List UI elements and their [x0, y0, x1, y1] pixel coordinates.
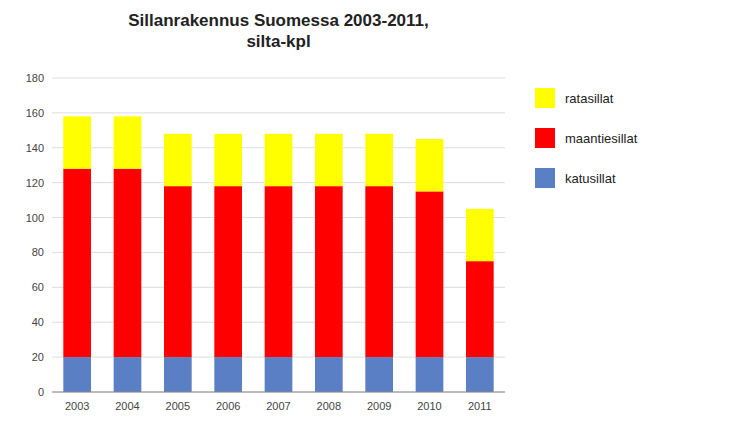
x-axis-line — [52, 392, 505, 393]
legend: ratasillat maantiesillat katusillat — [535, 88, 638, 188]
bar-segment — [265, 134, 293, 186]
y-tick-label: 160 — [26, 107, 44, 119]
title-line: silta-kpl — [246, 32, 310, 51]
bar-segment — [466, 357, 494, 392]
bar-segment — [265, 186, 293, 357]
bar-segment — [214, 134, 242, 186]
y-tick-label: 0 — [38, 386, 44, 398]
bar-segment — [315, 134, 343, 186]
chart-title: Sillanrakennus Suomessa 2003-2011, silta-… — [128, 11, 429, 51]
legend-swatch — [535, 168, 555, 188]
y-tick-label: 140 — [26, 142, 44, 154]
bar-segment — [164, 134, 192, 186]
bars — [63, 116, 493, 392]
grid-line — [52, 112, 505, 113]
x-tick-label: 2006 — [216, 400, 240, 412]
title-line: Sillanrakennus Suomessa 2003-2011, — [128, 11, 429, 30]
bar-segment — [114, 357, 142, 392]
bar-segment — [114, 116, 142, 168]
bar-segment — [365, 357, 393, 392]
bar-segment — [214, 186, 242, 357]
x-tick-label: 2011 — [468, 400, 492, 412]
x-tick-label: 2010 — [417, 400, 441, 412]
y-grid — [52, 78, 505, 392]
bar-segment — [466, 261, 494, 357]
bar-segment — [265, 357, 293, 392]
bar-segment — [416, 139, 444, 191]
bar-segment — [365, 186, 393, 357]
bar-segment — [164, 357, 192, 392]
y-tick-label: 100 — [26, 212, 44, 224]
chart-svg: Sillanrakennus Suomessa 2003-2011, silta-… — [0, 0, 734, 432]
chart-container: Sillanrakennus Suomessa 2003-2011, silta-… — [0, 0, 734, 432]
legend-label: katusillat — [565, 171, 616, 186]
x-tick-label: 2007 — [266, 400, 290, 412]
x-tick-label: 2008 — [317, 400, 341, 412]
bar-segment — [416, 357, 444, 392]
legend-label: maantiesillat — [565, 131, 638, 146]
grid-line — [52, 78, 505, 79]
y-tick-label: 20 — [32, 351, 44, 363]
bar-segment — [114, 169, 142, 357]
legend-swatch — [535, 128, 555, 148]
y-tick-label: 60 — [32, 281, 44, 293]
grid-line — [52, 392, 505, 393]
y-tick-label: 180 — [26, 72, 44, 84]
y-tick-label: 80 — [32, 246, 44, 258]
bar-segment — [365, 134, 393, 186]
x-tick-label: 2005 — [166, 400, 190, 412]
bar-segment — [466, 209, 494, 261]
x-tick-label: 2004 — [115, 400, 139, 412]
y-tick-label: 40 — [32, 316, 44, 328]
x-tick-label: 2009 — [367, 400, 391, 412]
x-tick-label: 2003 — [65, 400, 89, 412]
bar-segment — [63, 169, 91, 357]
bar-segment — [63, 116, 91, 168]
legend-label: ratasillat — [565, 91, 614, 106]
bar-segment — [214, 357, 242, 392]
legend-swatch — [535, 88, 555, 108]
bar-segment — [315, 186, 343, 357]
bar-segment — [164, 186, 192, 357]
y-tick-label: 120 — [26, 177, 44, 189]
bar-segment — [315, 357, 343, 392]
bar-segment — [416, 191, 444, 357]
bar-segment — [63, 357, 91, 392]
